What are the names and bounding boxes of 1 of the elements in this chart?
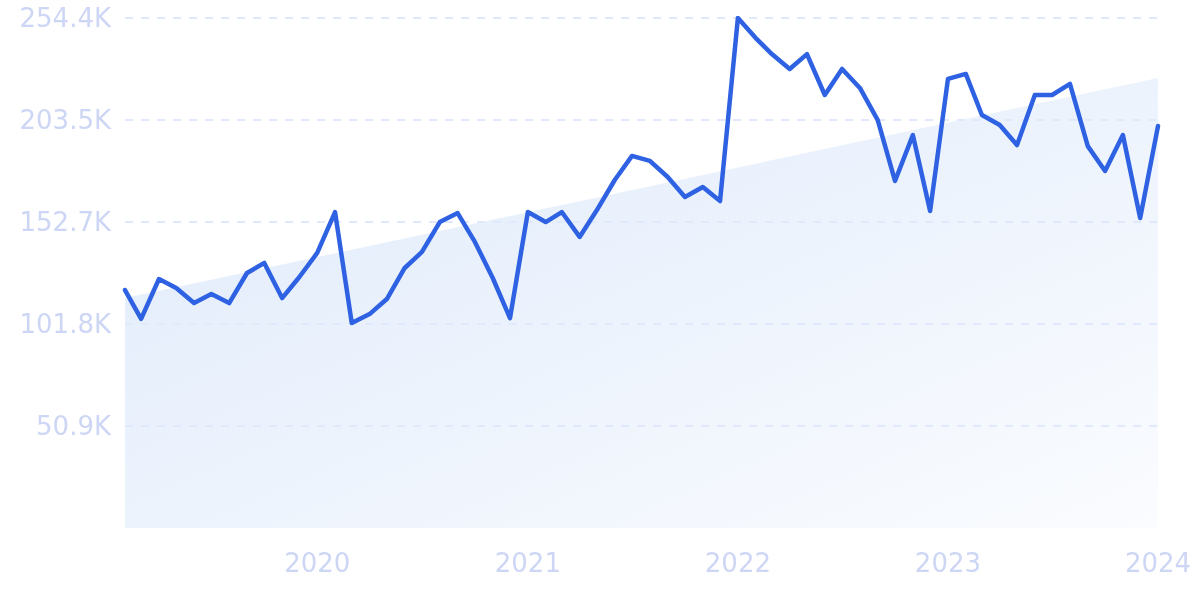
line-series <box>122 15 1161 326</box>
